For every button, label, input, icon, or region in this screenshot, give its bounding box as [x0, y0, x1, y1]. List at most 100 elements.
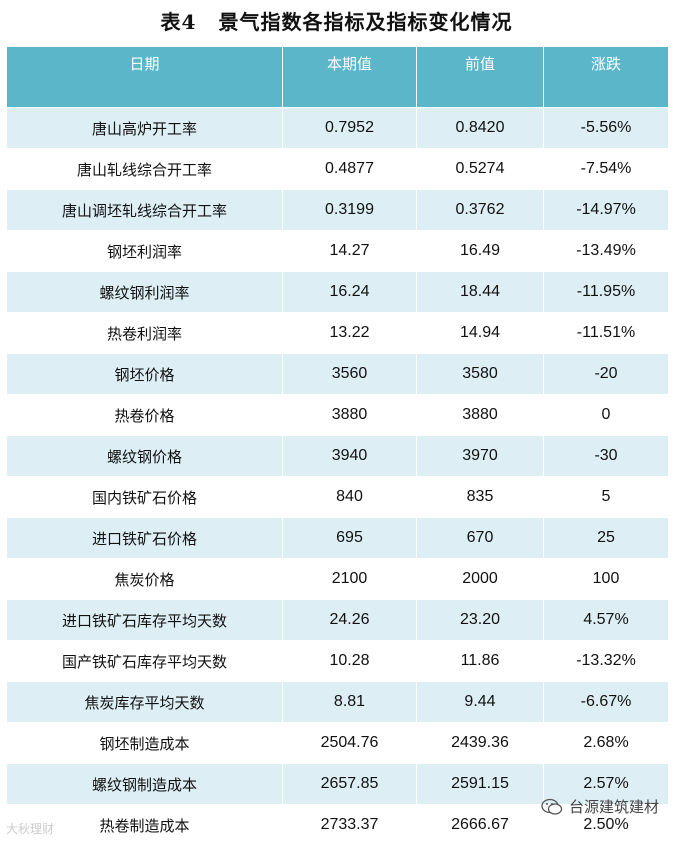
cell-current: 0.4877 — [282, 148, 417, 190]
cell-previous: 2000 — [416, 558, 544, 600]
table-row: 螺纹钢价格 3940 3970 -30 — [6, 435, 669, 477]
cell-previous: 3580 — [416, 353, 544, 395]
header-change: 涨跌 — [543, 46, 669, 108]
table-row: 唐山轧线综合开工率 0.4877 0.5274 -7.54% — [6, 148, 669, 190]
cell-current: 2100 — [282, 558, 417, 600]
cell-previous: 2666.67 — [416, 804, 544, 846]
cell-indicator: 焦炭价格 — [6, 558, 283, 600]
table-row: 热卷利润率 13.22 14.94 -11.51% — [6, 312, 669, 354]
cell-indicator: 热卷制造成本 — [6, 804, 283, 846]
cell-previous: 11.86 — [416, 640, 544, 682]
table-row: 国产铁矿石库存平均天数 10.28 11.86 -13.32% — [6, 640, 669, 682]
table-row: 热卷制造成本 2733.37 2666.67 2.50% — [6, 804, 669, 846]
cell-current: 2504.76 — [282, 722, 417, 764]
cell-previous: 16.49 — [416, 230, 544, 272]
cell-indicator: 热卷价格 — [6, 394, 283, 436]
cell-change: -5.56% — [543, 107, 669, 149]
cell-previous: 23.20 — [416, 599, 544, 641]
table-row: 进口铁矿石库存平均天数 24.26 23.20 4.57% — [6, 599, 669, 641]
cell-current: 24.26 — [282, 599, 417, 641]
cell-indicator: 唐山调坯轧线综合开工率 — [6, 189, 283, 231]
header-current: 本期值 — [282, 46, 417, 108]
cell-indicator: 唐山轧线综合开工率 — [6, 148, 283, 190]
cell-current: 695 — [282, 517, 417, 559]
cell-indicator: 螺纹钢制造成本 — [6, 763, 283, 805]
cell-current: 2657.85 — [282, 763, 417, 805]
table-row: 进口铁矿石价格 695 670 25 — [6, 517, 669, 559]
cell-change: 4.57% — [543, 599, 669, 641]
cell-change: 2.68% — [543, 722, 669, 764]
table-caption: 景气指数各指标及指标变化情况 — [218, 10, 513, 34]
cell-change: 25 — [543, 517, 669, 559]
table-row: 焦炭价格 2100 2000 100 — [6, 558, 669, 600]
table-row: 唐山高炉开工率 0.7952 0.8420 -5.56% — [6, 107, 669, 149]
table-row: 焦炭库存平均天数 8.81 9.44 -6.67% — [6, 681, 669, 723]
cell-current: 2733.37 — [282, 804, 417, 846]
cell-indicator: 螺纹钢利润率 — [6, 271, 283, 313]
cell-change: -14.97% — [543, 189, 669, 231]
cell-previous: 0.8420 — [416, 107, 544, 149]
cell-previous: 3970 — [416, 435, 544, 477]
cell-change: -13.32% — [543, 640, 669, 682]
cell-current: 16.24 — [282, 271, 417, 313]
cell-change: 2.57% — [543, 763, 669, 805]
cell-current: 8.81 — [282, 681, 417, 723]
table-row: 钢坯制造成本 2504.76 2439.36 2.68% — [6, 722, 669, 764]
cell-previous: 0.5274 — [416, 148, 544, 190]
table-row: 国内铁矿石价格 840 835 5 — [6, 476, 669, 518]
cell-indicator: 进口铁矿石库存平均天数 — [6, 599, 283, 641]
table-row: 螺纹钢制造成本 2657.85 2591.15 2.57% — [6, 763, 669, 805]
cell-previous: 2439.36 — [416, 722, 544, 764]
cell-current: 3560 — [282, 353, 417, 395]
cell-change: 5 — [543, 476, 669, 518]
cell-current: 0.3199 — [282, 189, 417, 231]
wechat-icon — [541, 798, 563, 815]
cell-previous: 14.94 — [416, 312, 544, 354]
cell-change: 0 — [543, 394, 669, 436]
cell-previous: 3880 — [416, 394, 544, 436]
cell-change: 100 — [543, 558, 669, 600]
cell-current: 3940 — [282, 435, 417, 477]
cell-change: -11.51% — [543, 312, 669, 354]
watermark-right-text: 台源建筑建材 — [568, 798, 659, 816]
table-row: 螺纹钢利润率 16.24 18.44 -11.95% — [6, 271, 669, 313]
cell-change: -20 — [543, 353, 669, 395]
cell-indicator: 唐山高炉开工率 — [6, 107, 283, 149]
cell-change: -7.54% — [543, 148, 669, 190]
cell-indicator: 钢坯利润率 — [6, 230, 283, 272]
cell-change: -6.67% — [543, 681, 669, 723]
table-row: 钢坯价格 3560 3580 -20 — [6, 353, 669, 395]
cell-previous: 835 — [416, 476, 544, 518]
cell-change: 2.50% — [543, 804, 669, 846]
cell-indicator: 进口铁矿石价格 — [6, 517, 283, 559]
cell-indicator: 国内铁矿石价格 — [6, 476, 283, 518]
table-number: 表4 — [160, 10, 197, 34]
watermark-right: 台源建筑建材 — [541, 796, 659, 817]
cell-change: -11.95% — [543, 271, 669, 313]
cell-indicator: 焦炭库存平均天数 — [6, 681, 283, 723]
indicator-table: 日期 本期值 前值 涨跌 唐山高炉开工率 0.7952 0.8420 -5.56% 唐山… — [6, 46, 669, 846]
cell-previous: 670 — [416, 517, 544, 559]
table-row: 钢坯利润率 14.27 16.49 -13.49% — [6, 230, 669, 272]
cell-current: 0.7952 — [282, 107, 417, 149]
cell-current: 3880 — [282, 394, 417, 436]
cell-change: -30 — [543, 435, 669, 477]
header-previous: 前值 — [416, 46, 544, 108]
cell-indicator: 螺纹钢价格 — [6, 435, 283, 477]
header-row: 日期 本期值 前值 涨跌 — [6, 46, 669, 108]
cell-indicator: 钢坯制造成本 — [6, 722, 283, 764]
table-body: 唐山高炉开工率 0.7952 0.8420 -5.56% 唐山轧线综合开工率 0.4877… — [6, 107, 669, 846]
cell-previous: 9.44 — [416, 681, 544, 723]
table-row: 唐山调坯轧线综合开工率 0.3199 0.3762 -14.97% — [6, 189, 669, 231]
cell-indicator: 国产铁矿石库存平均天数 — [6, 640, 283, 682]
cell-previous: 2591.15 — [416, 763, 544, 805]
watermark-left: 大秋理财 — [6, 822, 55, 836]
cell-indicator: 热卷利润率 — [6, 312, 283, 354]
cell-indicator: 钢坯价格 — [6, 353, 283, 395]
cell-previous: 18.44 — [416, 271, 544, 313]
header-date: 日期 — [6, 46, 283, 108]
cell-previous: 0.3762 — [416, 189, 544, 231]
table-title: 表4 景气指数各指标及指标变化情况 — [0, 6, 673, 35]
cell-change: -13.49% — [543, 230, 669, 272]
cell-current: 840 — [282, 476, 417, 518]
